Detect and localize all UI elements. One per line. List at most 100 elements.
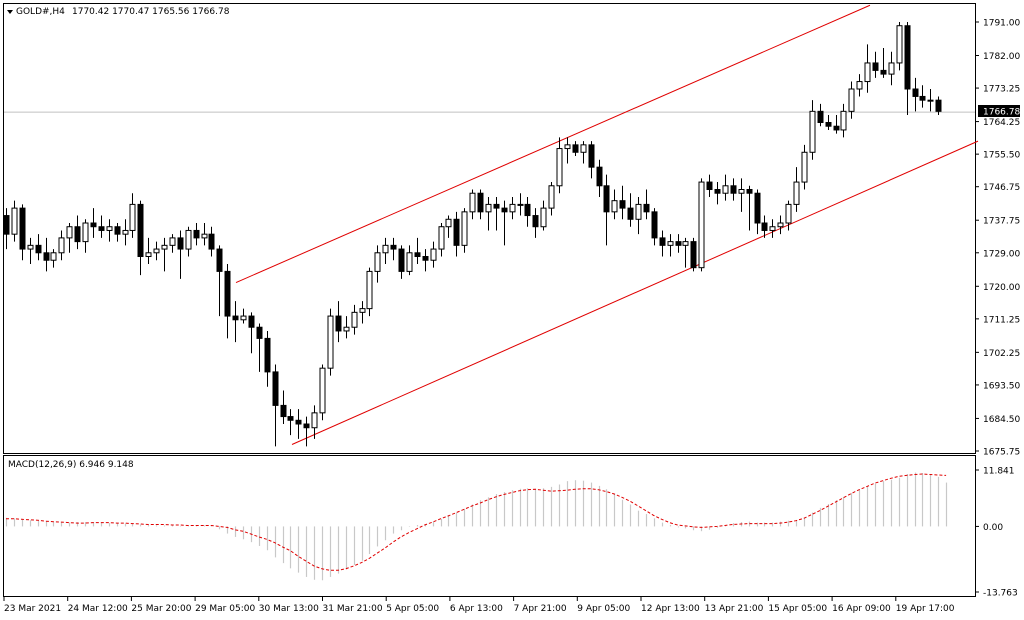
candle [240,308,247,324]
channel-lower-line[interactable] [291,140,979,445]
candle-body-bear [532,215,539,228]
candle [485,196,492,231]
candle-body-bull [738,189,745,194]
channel-layer[interactable] [235,4,979,445]
candle-body-bear [651,211,658,239]
candle [548,182,555,216]
price-axis: 1791.00 1782.00 1773.25 1764.25 1755.50 1746.… [975,19,1020,458]
price-tick-label: 1702.25 [983,349,1020,359]
price-tick-label: 1746.75 [983,183,1020,193]
candle-body-bear [98,226,105,231]
candle-body-bear [177,237,184,250]
candle-body-bull [145,252,152,258]
candle-body-bear [137,203,144,258]
time-tick-label: 15 Apr 05:00 [768,604,827,614]
candle-body-bear [272,371,279,406]
candle [801,144,808,190]
candle-body-bear [588,144,595,168]
candle [825,115,832,130]
triangle-down-icon[interactable] [7,10,13,14]
candle [769,219,776,238]
candle [509,196,516,220]
candle-body-bear [90,222,97,228]
candle [919,85,926,108]
candle [927,89,934,112]
candle-body-bull [801,151,808,183]
price-tick-label: 1693.50 [983,381,1020,391]
candle-body-bull [359,308,366,313]
candle [690,237,697,272]
candle [280,390,287,425]
candle [359,301,366,324]
symbol-label: GOLD#,H4 [16,7,65,17]
candle [319,364,326,421]
price-tick-label: 1684.50 [983,415,1020,425]
symbol-dropdown[interactable] [7,10,13,14]
candle-body-bear [493,203,500,209]
time-axis: 23 Mar 2021 24 Mar 12:00 25 Mar 20:00 29 Ma… [3,597,955,614]
candle [572,141,579,157]
candle [754,189,761,235]
candle [287,409,294,436]
candle [193,223,200,246]
candle [706,174,713,197]
candle-body-bear [904,25,911,90]
candle-body-bear [422,256,429,261]
candle [114,223,121,242]
candle-body-bull [461,211,468,246]
candle-body-bull [722,185,729,194]
candle [619,185,626,220]
ohlc-readout: 1770.42 1770.47 1765.56 1766.78 [72,7,230,17]
time-tick-label: 13 Apr 21:00 [705,604,764,614]
candle-body-bull [667,241,674,246]
candle-body-bull [82,222,89,243]
candle [493,196,500,231]
candle-body-bull [809,110,816,153]
candle [390,237,397,261]
candle [74,215,81,250]
candle-body-bull [888,62,895,75]
candle-body-bear [880,69,887,75]
candle-body-bear [761,222,768,231]
candle [517,193,524,216]
candle [761,215,768,238]
candle [335,301,342,343]
candle-body-bear [114,226,121,235]
time-tick-label: 23 Mar 2021 [4,604,61,614]
candle-body-bull [327,315,334,369]
candle [532,208,539,238]
candle [848,81,855,119]
candle [216,245,223,317]
candle-body-bear [675,241,682,246]
candle [169,234,176,253]
candle [351,304,358,335]
price-tick-label: 1720.00 [983,283,1020,293]
candle-body-bear [714,189,721,194]
candle-body-bull [509,203,516,213]
candle [477,189,484,220]
channel-upper-line[interactable] [235,4,871,284]
candle [106,219,113,242]
macd-layer [5,472,948,581]
price-tick-label: 1764.25 [983,118,1020,128]
candle-body-bull [485,203,492,213]
candle-body-bull [122,229,129,235]
candle-body-bear [501,207,508,213]
candle [177,230,184,279]
candle [564,137,571,164]
candle [461,208,468,253]
candle [580,141,587,164]
candle-body-bear [398,248,405,272]
candle-body-bull [540,207,547,228]
candle-body-bull [66,226,73,239]
candle [469,189,476,220]
candle-body-bear [706,181,713,191]
candle-body-bear [825,122,832,127]
candle [256,323,263,372]
candle [129,193,136,238]
candle-body-bear [232,315,239,321]
candle [35,234,42,261]
candle [809,100,816,160]
candle-body-bull [106,226,113,231]
